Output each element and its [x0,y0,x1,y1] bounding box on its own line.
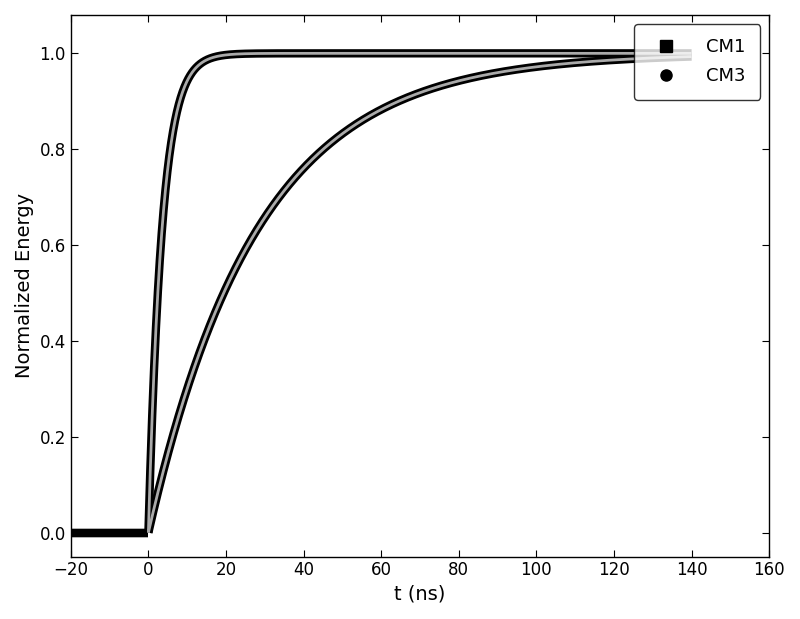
Y-axis label: Normalized Energy: Normalized Energy [15,193,34,378]
Legend: CM1, CM3: CM1, CM3 [634,24,760,100]
X-axis label: t (ns): t (ns) [394,585,446,604]
